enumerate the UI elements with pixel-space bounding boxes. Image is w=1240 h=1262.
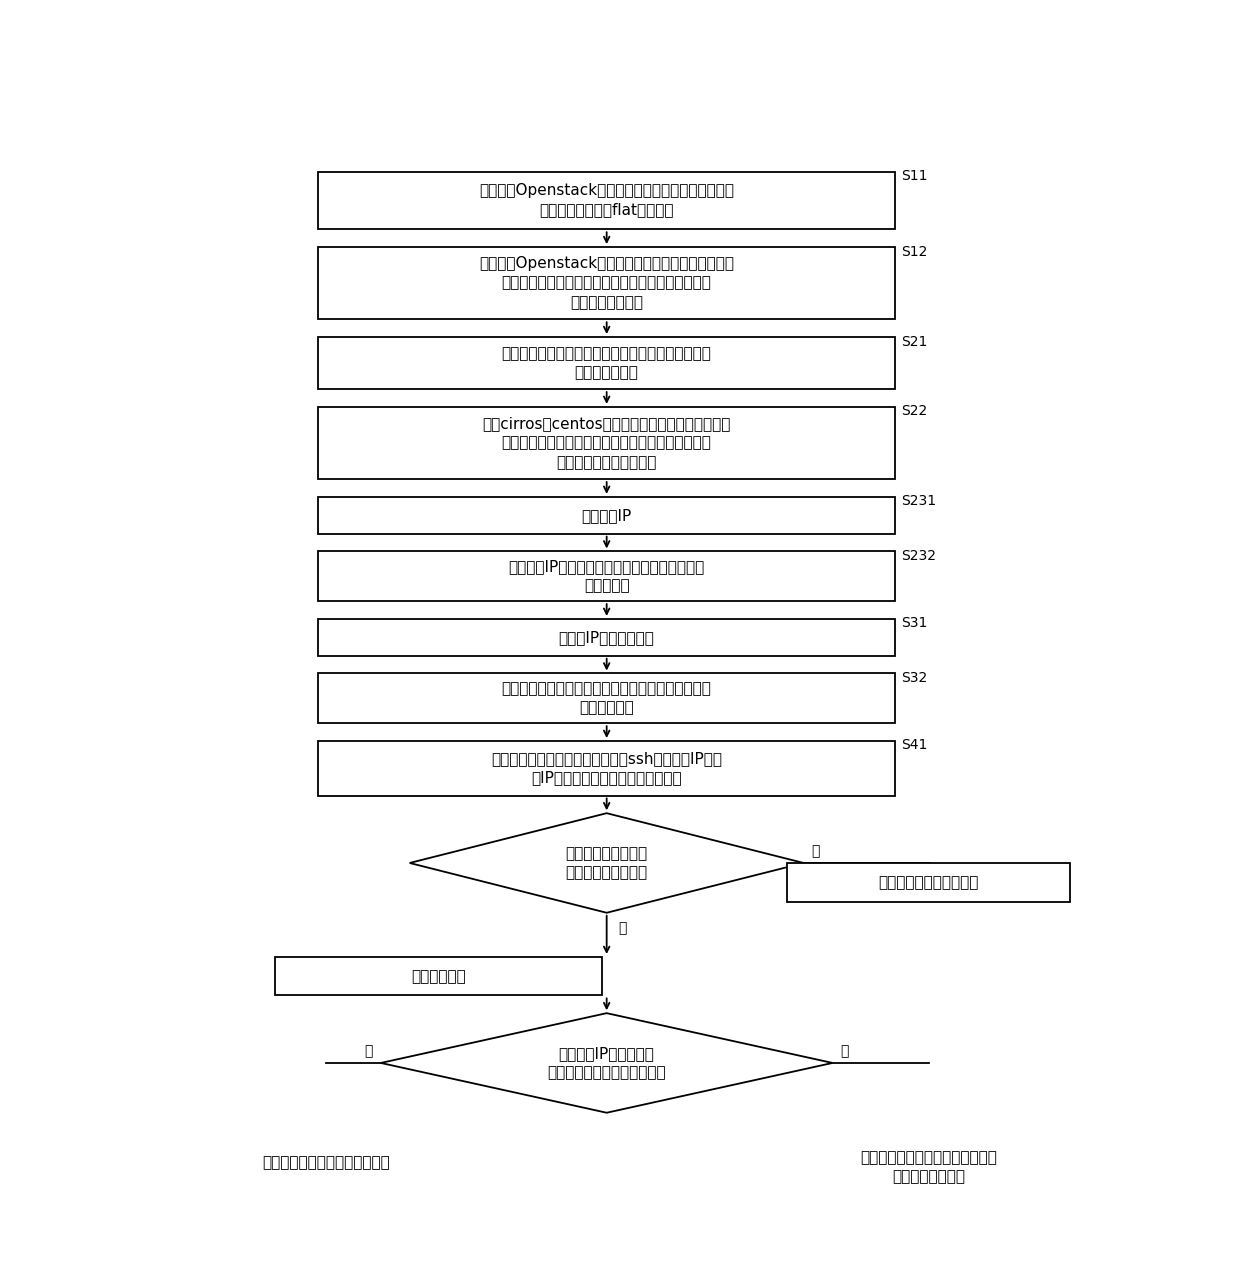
Text: 是: 是: [365, 1044, 373, 1058]
Text: 创建基于Openstack云平台的外部网络，设定外部网络
的网络类型为扁平flat网络类型: 创建基于Openstack云平台的外部网络，设定外部网络 的网络类型为扁平fla…: [479, 183, 734, 217]
Bar: [319, 406, 895, 480]
Bar: [319, 618, 895, 656]
Text: 端口转发成功: 端口转发成功: [412, 969, 466, 983]
Text: 是: 是: [619, 921, 626, 935]
Text: 第一虚拟机的第一网络端口正常: 第一虚拟机的第一网络端口正常: [262, 1155, 389, 1170]
Text: 通过cirros或centos镜像创建第一虚拟机及第二虚拟
机，并设定第一虚拟机处于第一内部网络，设定第二
虚拟机处于第二内部网络: 通过cirros或centos镜像创建第一虚拟机及第二虚拟 机，并设定第一虚拟机…: [482, 416, 730, 469]
Bar: [319, 337, 895, 389]
Bar: [190, 1143, 463, 1181]
Bar: [787, 863, 1070, 901]
Text: S41: S41: [900, 738, 928, 752]
Text: S22: S22: [900, 404, 928, 419]
Bar: [319, 674, 895, 723]
Polygon shape: [409, 813, 804, 912]
Bar: [319, 247, 895, 319]
Text: 择浮动IP创建端口转发: 择浮动IP创建端口转发: [559, 630, 655, 645]
Text: 设置第二虚拟机执行远程登录命令ssh连接浮动IP，浮
动IP指向第一虚拟机的第一网络端口: 设置第二虚拟机执行远程登录命令ssh连接浮动IP，浮 动IP指向第一虚拟机的第一…: [491, 751, 722, 785]
Text: 创建基于Openstack平台的第一内部网络及第二内部网
络，设定第一内部网络及第二内部网络的网络类型为
虚拟扩展网络类型: 创建基于Openstack平台的第一内部网络及第二内部网 络，设定第一内部网络及…: [479, 256, 734, 310]
Text: S231: S231: [900, 495, 936, 509]
Text: S12: S12: [900, 245, 928, 259]
Text: 创建路由，添加外部网络、第一内部网络及第二内部
网络的网络接口: 创建路由，添加外部网络、第一内部网络及第二内部 网络的网络接口: [502, 346, 712, 380]
Text: 否: 否: [841, 1044, 848, 1058]
Bar: [319, 741, 895, 795]
Bar: [319, 497, 895, 534]
Text: 判断浮动IP指向的是否
是第一虚拟机的第一网络端口: 判断浮动IP指向的是否 是第一虚拟机的第一网络端口: [547, 1046, 666, 1080]
Text: S31: S31: [900, 616, 928, 631]
Text: 创建浮动IP: 创建浮动IP: [582, 507, 632, 522]
Text: 判断第二虚拟机连接
第一虚拟机是否成功: 判断第二虚拟机连接 第一虚拟机是否成功: [565, 846, 647, 880]
Text: S11: S11: [900, 169, 928, 183]
Text: 否: 否: [811, 844, 820, 858]
Text: 设置浮动IP指向第一虚拟机的第一网络端口及第
二网络端口: 设置浮动IP指向第一虚拟机的第一网络端口及第 二网络端口: [508, 559, 704, 593]
Text: S32: S32: [900, 671, 928, 685]
Text: 将第一虚拟机的第一网络端口或第二网络端口转发到
第二内部网络: 将第一虚拟机的第一网络端口或第二网络端口转发到 第二内部网络: [502, 681, 712, 716]
Bar: [787, 1143, 1070, 1191]
Text: S21: S21: [900, 334, 928, 348]
Bar: [319, 551, 895, 601]
Text: 端口转发失败，测试结束: 端口转发失败，测试结束: [878, 875, 978, 890]
Bar: [319, 172, 895, 230]
Polygon shape: [381, 1013, 832, 1113]
Bar: [275, 957, 601, 996]
Text: S232: S232: [900, 549, 936, 563]
Text: 第一虚拟机的第一网络端口故障，
第二网络端口正常: 第一虚拟机的第一网络端口故障， 第二网络端口正常: [861, 1150, 997, 1185]
